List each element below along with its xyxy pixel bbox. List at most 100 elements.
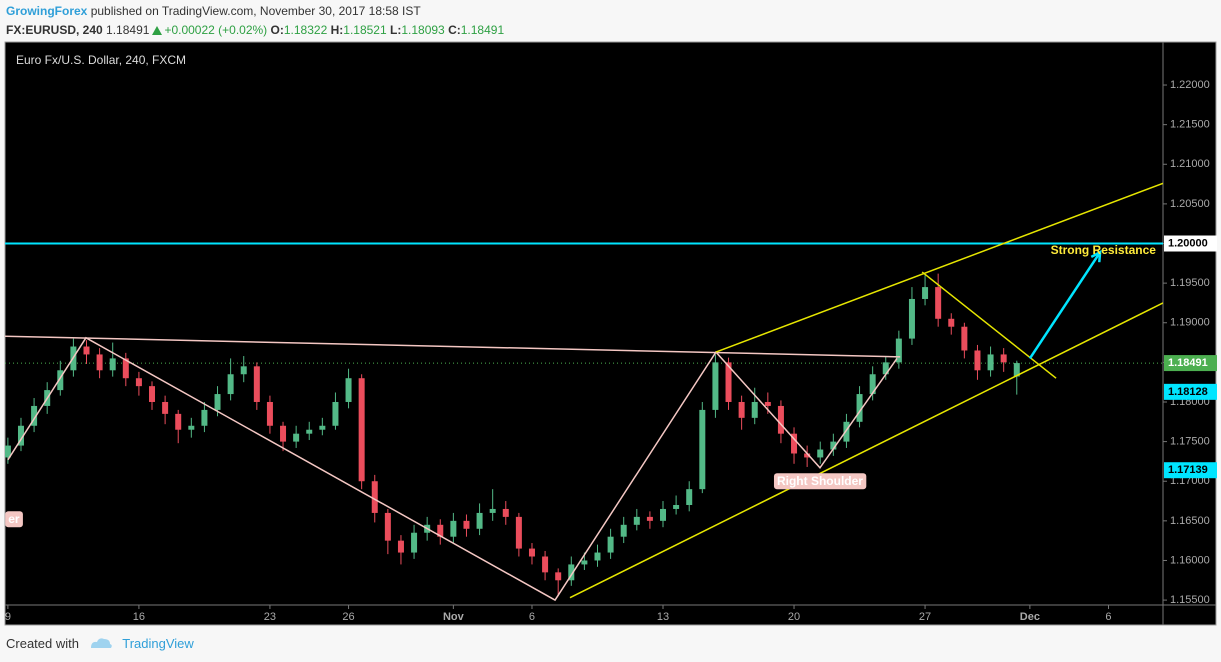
candle-body bbox=[5, 445, 11, 458]
up-icon bbox=[152, 26, 163, 35]
y-tick-label: 1.22000 bbox=[1170, 79, 1210, 91]
candle-body bbox=[699, 409, 706, 490]
candle-body bbox=[280, 425, 287, 442]
candle-body bbox=[607, 536, 614, 553]
y-tick-label: 1.20500 bbox=[1170, 198, 1210, 210]
candle-body bbox=[109, 358, 116, 371]
arrow-head bbox=[1090, 250, 1102, 263]
candle-body bbox=[122, 358, 129, 379]
candle-body bbox=[908, 298, 915, 339]
symbol: FX:EURUSD, 240 bbox=[6, 23, 103, 37]
candle-body bbox=[830, 441, 837, 450]
candle-body bbox=[306, 429, 313, 434]
annotation-text: Strong Resistance bbox=[1051, 243, 1157, 257]
annotation-text: er bbox=[8, 512, 20, 526]
candle-body bbox=[869, 374, 876, 395]
candle-body bbox=[175, 413, 182, 430]
candle-body bbox=[162, 401, 169, 414]
candle-body bbox=[961, 326, 968, 351]
l-value: 1.18093 bbox=[401, 23, 445, 37]
o-label: O: bbox=[270, 23, 284, 37]
candle-body bbox=[371, 481, 378, 513]
trend-line bbox=[715, 182, 1163, 353]
trend-line bbox=[921, 271, 1057, 379]
candle-body bbox=[83, 346, 90, 355]
h-label: H: bbox=[330, 23, 344, 37]
price-line-badge-label: 1.20000 bbox=[1168, 237, 1208, 249]
x-tick-label: 9 bbox=[5, 611, 11, 623]
candle-body bbox=[227, 374, 234, 395]
candle-body bbox=[201, 409, 208, 426]
candle-body bbox=[882, 362, 889, 375]
price-badge bbox=[1164, 383, 1217, 400]
annotation: Right Shoulder bbox=[773, 473, 867, 490]
candle-body bbox=[266, 401, 273, 426]
candle-body bbox=[738, 401, 745, 418]
x-tick-label: 16 bbox=[133, 611, 145, 623]
candle-body bbox=[384, 512, 391, 541]
candle-body bbox=[489, 508, 496, 513]
annotation: er bbox=[5, 511, 23, 528]
tv-logo bbox=[90, 638, 112, 648]
candle-body bbox=[594, 552, 601, 561]
candle-body bbox=[397, 540, 404, 553]
y-tick-label: 1.19000 bbox=[1170, 317, 1210, 329]
chart-background bbox=[4, 41, 1217, 626]
y-tick-label: 1.16000 bbox=[1170, 554, 1210, 566]
footer: Created with TradingView bbox=[6, 636, 194, 651]
candle-body bbox=[974, 350, 981, 371]
candle-body bbox=[57, 370, 64, 391]
price-badge bbox=[1164, 462, 1217, 479]
candle-body bbox=[1013, 363, 1020, 377]
candle-body bbox=[673, 504, 680, 509]
candle-body bbox=[17, 425, 24, 446]
candle-body bbox=[856, 394, 863, 422]
candle-body bbox=[804, 453, 811, 458]
y-tick-label: 1.21500 bbox=[1170, 119, 1210, 131]
candle-body bbox=[817, 449, 824, 458]
candle-body bbox=[135, 378, 142, 387]
price-badge-label: 1.18128 bbox=[1168, 386, 1208, 398]
candle-body bbox=[660, 508, 667, 521]
candle-body bbox=[555, 572, 562, 581]
trend-line bbox=[7, 336, 898, 602]
x-tick-label: 26 bbox=[342, 611, 354, 623]
candle-body bbox=[450, 520, 457, 537]
header-quote: FX:EURUSD, 240 1.18491 +0.00022 (+0.02%) … bbox=[6, 23, 504, 37]
candle-body bbox=[188, 425, 195, 430]
candle-body bbox=[895, 338, 902, 363]
candle-body bbox=[463, 520, 470, 529]
author[interactable]: GrowingForex bbox=[6, 4, 88, 18]
x-tick-label: 20 bbox=[788, 611, 800, 623]
candle-body bbox=[515, 516, 522, 549]
trend-line bbox=[5, 335, 901, 358]
candle-body bbox=[31, 405, 38, 426]
brand[interactable]: TradingView bbox=[122, 636, 194, 651]
candle-body bbox=[843, 421, 850, 442]
annotation-text: Right Shoulder bbox=[777, 474, 863, 488]
candle-body bbox=[568, 564, 575, 581]
candle-body bbox=[240, 366, 247, 375]
annotation-bg bbox=[5, 511, 23, 528]
candle-body bbox=[764, 401, 771, 406]
candle-body bbox=[646, 516, 653, 521]
candle-body bbox=[948, 318, 955, 327]
candle-body bbox=[791, 433, 798, 454]
price-badge-label: 1.17139 bbox=[1168, 464, 1208, 476]
candle-body bbox=[725, 362, 732, 402]
trend-line bbox=[569, 302, 1163, 599]
candle-body bbox=[502, 508, 509, 517]
y-tick-label: 1.16500 bbox=[1170, 515, 1210, 527]
last-price: 1.18491 bbox=[106, 23, 150, 37]
candle-body bbox=[922, 287, 929, 299]
x-tick-label: 23 bbox=[264, 611, 276, 623]
candle-body bbox=[437, 524, 444, 537]
y-tick-label: 1.21000 bbox=[1170, 158, 1210, 170]
x-tick-label: Dec bbox=[1020, 611, 1040, 623]
candle-body bbox=[633, 516, 640, 525]
last-price-badge-label: 1.18491 bbox=[1168, 357, 1208, 369]
candle-body bbox=[358, 378, 365, 482]
candle-body bbox=[686, 489, 693, 505]
last-price-badge bbox=[1164, 355, 1217, 372]
candle-body bbox=[581, 560, 588, 565]
